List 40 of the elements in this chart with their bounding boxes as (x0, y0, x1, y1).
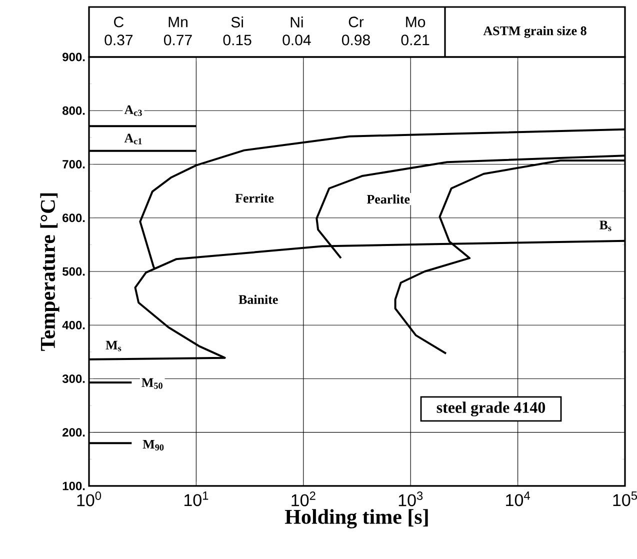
annotation: B$_{s}$ (600, 220, 612, 232)
x-axis-title: Holding time [s] (285, 509, 428, 528)
x-tick-label: 10$^{4}$ (506, 492, 530, 506)
y-tick-label: 100. (62, 482, 85, 490)
annotation: M$_{50}$ (142, 378, 162, 389)
y-axis-title: Temperature [°C] (40, 193, 60, 351)
text: 0.98 (342, 34, 370, 46)
text: 0.21 (401, 34, 430, 46)
text: 0.37 (104, 34, 133, 46)
y-tick-label: 200. (62, 428, 85, 437)
annotation: M$_{90}$ (142, 440, 164, 450)
annotation: A$_{c1}$ (124, 134, 142, 144)
y-tick-label: 400. (62, 320, 85, 330)
annotation: A$_{c3}$ (124, 105, 142, 116)
y-tick-label: 500. (62, 267, 85, 276)
x-tick-label: 10$^{3}$ (398, 492, 423, 506)
text: Ni (290, 16, 303, 28)
x-tick-label: 10$^{5}$ (613, 492, 637, 506)
x-tick-label: 10$^{1}$ (184, 492, 208, 506)
y-tick-label: 300. (62, 374, 85, 383)
x-tick-label: 10$^{2}$ (292, 492, 316, 506)
text: Si (231, 16, 243, 28)
text: ASTM grain size 8 (483, 26, 586, 38)
text: Mo (406, 16, 426, 28)
y-tick-label: 800. (62, 106, 85, 115)
text: 0.04 (282, 34, 311, 46)
y-tick-label: 900. (62, 52, 85, 62)
text: C (114, 16, 124, 28)
annotation: M$_{s}$ (106, 340, 122, 352)
text: Cr (348, 16, 364, 28)
y-tick-label: 600. (62, 214, 85, 222)
y-tick-label: 700. (62, 160, 85, 168)
annotation: Ferrite (235, 193, 274, 203)
text: 0.15 (223, 34, 252, 46)
text: 0.77 (164, 34, 192, 46)
annotation: steel grade 4140 (436, 402, 546, 416)
text: Mn (168, 16, 188, 28)
x-tick-label: 10$^{0}$ (77, 492, 102, 506)
annotation: Pearlite (366, 194, 410, 204)
annotation: Bainite (238, 294, 278, 304)
